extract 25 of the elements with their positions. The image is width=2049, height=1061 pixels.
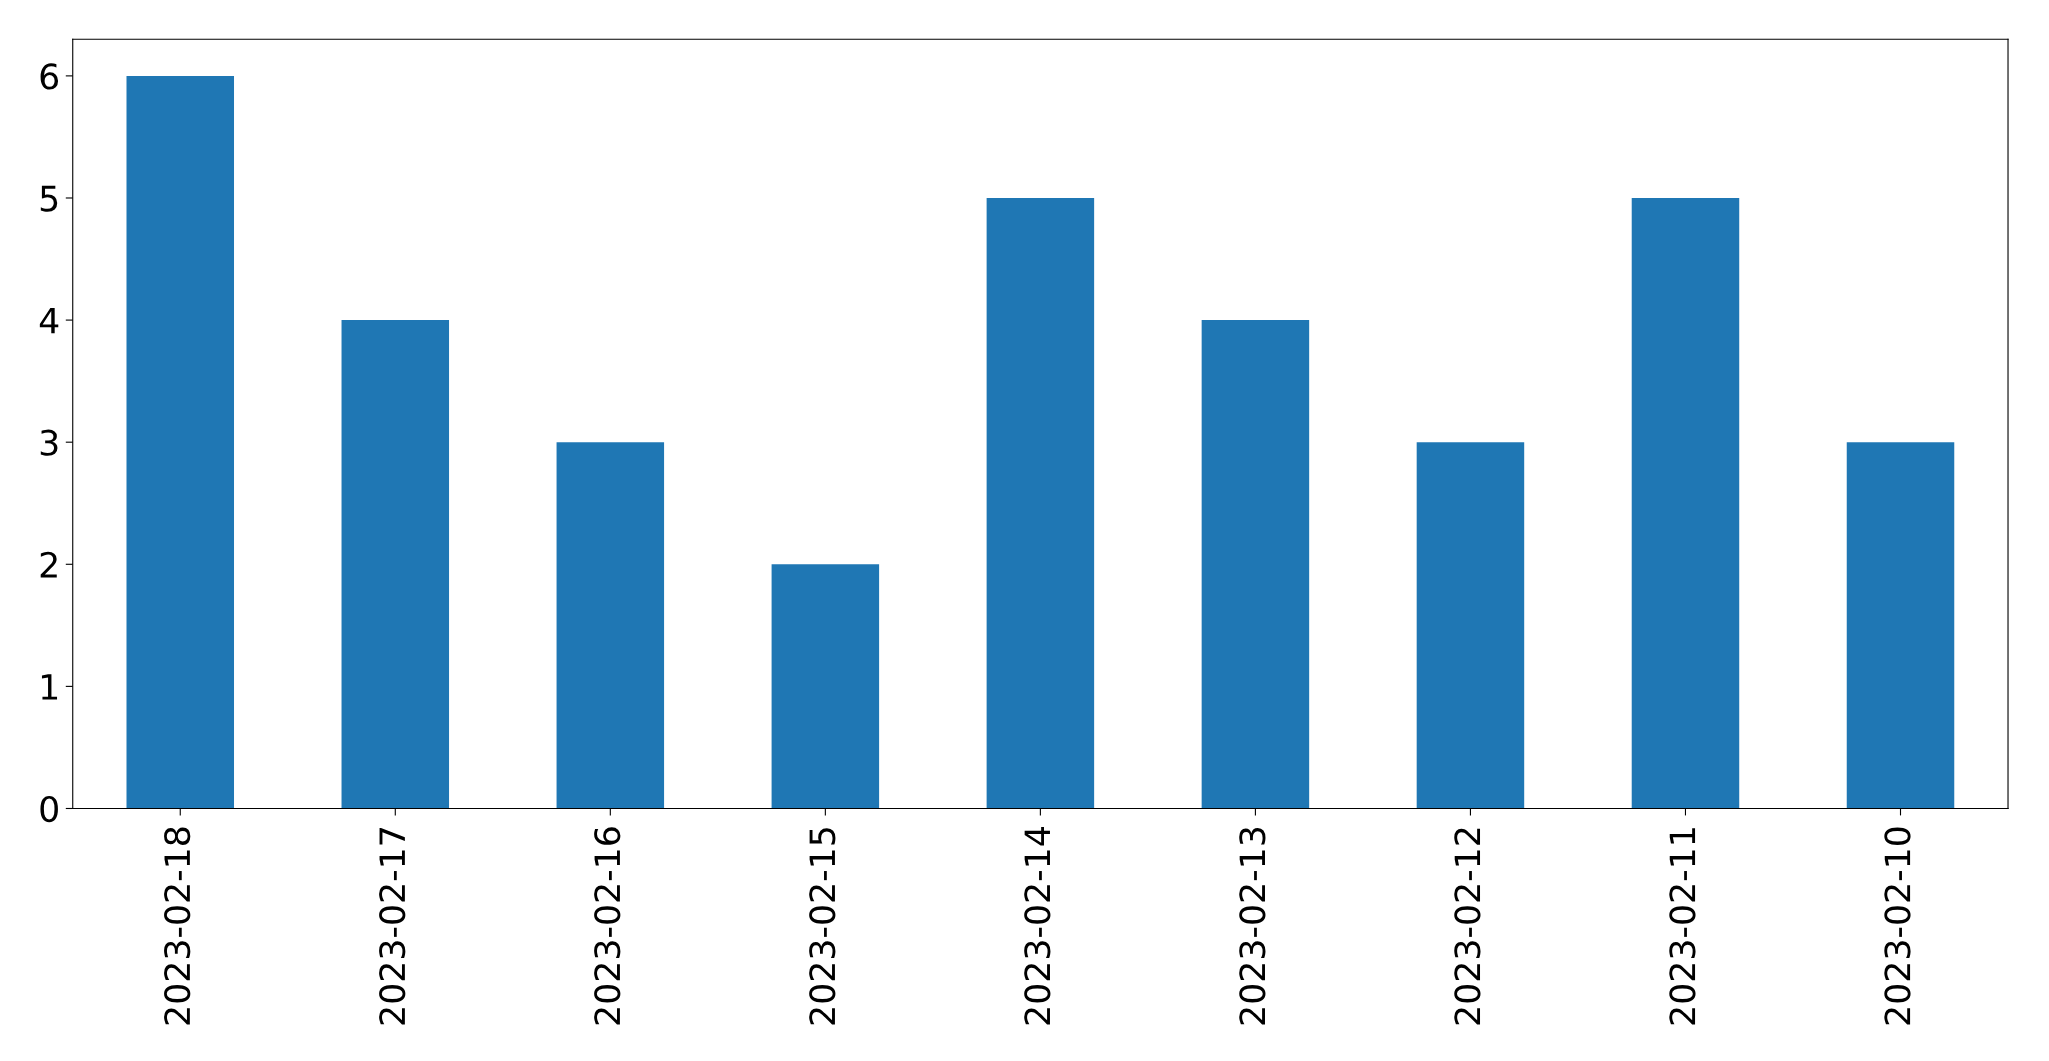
bar	[1201, 320, 1310, 809]
bar	[986, 197, 1095, 809]
x-tick-label: 2023-02-14	[1024, 827, 1051, 1025]
x-tick-label: 2023-02-16	[594, 827, 621, 1025]
x-tick-label: 2023-02-18	[164, 827, 191, 1025]
x-tick-label: 2023-02-10	[1884, 827, 1911, 1025]
x-tick-label: 2023-02-13	[1239, 827, 1266, 1025]
y-tick-label: 3	[40, 429, 58, 456]
y-tick-label: 5	[40, 185, 58, 212]
y-tick-label: 0	[40, 795, 58, 823]
bar	[126, 75, 235, 809]
x-tick-label: 2023-02-17	[379, 828, 406, 1025]
bar	[341, 320, 450, 809]
bar	[556, 442, 665, 809]
x-tick-label: 2023-02-12	[1454, 828, 1481, 1025]
bar	[1416, 442, 1525, 809]
bar	[771, 564, 880, 809]
x-tick-label: 2023-02-15	[809, 828, 836, 1025]
y-tick-label: 1	[41, 674, 58, 700]
y-tick-label: 6	[40, 63, 59, 90]
y-tick-label: 2	[40, 551, 57, 578]
y-tick-label: 4	[39, 307, 59, 334]
bar	[1631, 197, 1740, 809]
x-tick-label: 2023-02-11	[1669, 828, 1696, 1025]
bar	[1846, 442, 1955, 809]
